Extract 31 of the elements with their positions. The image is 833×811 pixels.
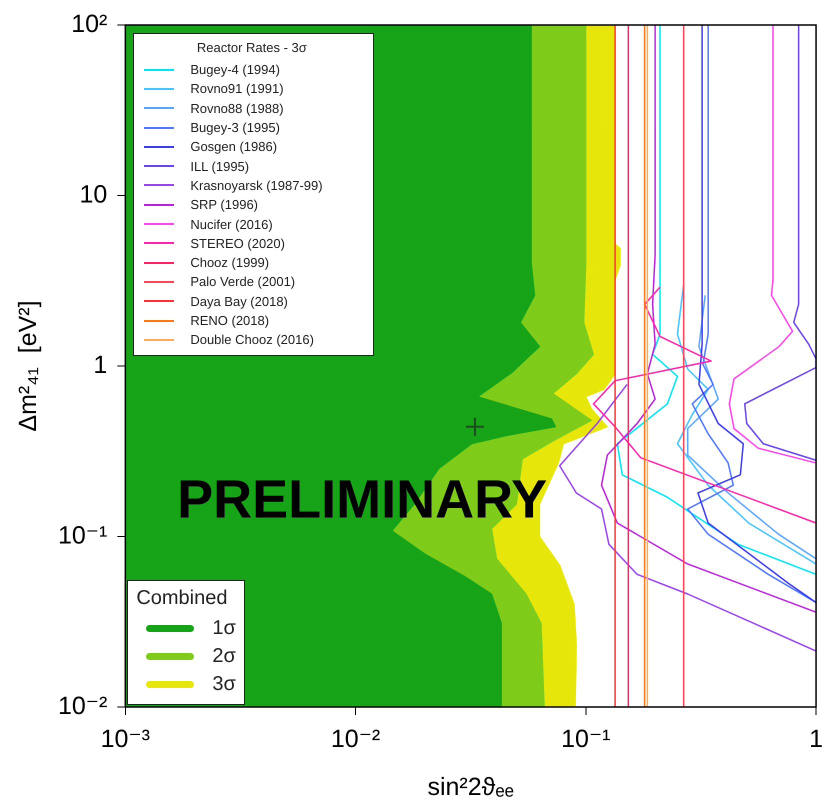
- legend-label: 3σ: [212, 672, 236, 696]
- legend-label: RENO (2018): [190, 313, 270, 328]
- legend-label: Double Chooz (2016): [190, 332, 314, 348]
- legend-label: ILL (1995): [190, 158, 250, 174]
- legend-label: Gosgen (1986): [190, 139, 278, 154]
- legend-label: Rovno91 (1991): [190, 81, 284, 96]
- legend-label: Chooz (1999): [190, 255, 270, 270]
- x-axis-title: sin²2ϑₑₑ: [427, 772, 514, 801]
- y-axis-title: Δm²₄₁ [eV²]: [14, 300, 42, 432]
- legend-label: Daya Bay (2018): [190, 294, 288, 309]
- legend-label: Palo Verde (2001): [190, 274, 296, 290]
- y-tick-label: 10⁻²: [58, 692, 108, 720]
- x-tick-label: 1: [809, 724, 823, 753]
- y-tick-label: 1: [93, 350, 108, 379]
- legend-label: Krasnoyarsk (1987-99): [190, 178, 323, 193]
- legend-label: STEREO (2020): [190, 236, 285, 251]
- y-tick-label: 10: [80, 180, 108, 208]
- x-tick-label: 10⁻³: [100, 724, 150, 753]
- annotation: Combined: [136, 587, 228, 610]
- legend-label: Bugey-4 (1994): [190, 62, 280, 78]
- legend-label: Rovno88 (1988): [190, 100, 284, 116]
- x-tick-label: 10⁻¹: [561, 724, 610, 753]
- x-tick-label: 10⁻²: [330, 724, 380, 753]
- legend-label: 2σ: [212, 644, 236, 668]
- legend-label: SRP (1996): [190, 197, 258, 212]
- y-tick-label: 10²: [71, 10, 108, 38]
- legend-label: 1σ: [212, 616, 236, 640]
- legend-label: Nucifer (2016): [190, 216, 273, 232]
- legend-title: Reactor Rates - 3σ: [196, 40, 308, 55]
- legend-label: Bugey-3 (1995): [190, 120, 280, 136]
- y-tick-label: 10⁻¹: [58, 521, 108, 550]
